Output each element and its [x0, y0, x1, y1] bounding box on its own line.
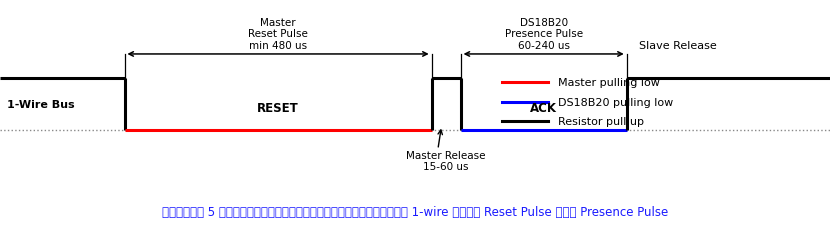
Text: Master Release
15-60 us: Master Release 15-60 us: [407, 150, 486, 172]
Text: RESET: RESET: [257, 102, 299, 115]
Text: DS18B20
Presence Pulse
60-240 us: DS18B20 Presence Pulse 60-240 us: [505, 18, 583, 51]
Text: Master pulling low: Master pulling low: [558, 77, 660, 87]
Text: Slave Release: Slave Release: [639, 40, 717, 51]
Text: DS18B20 pulling low: DS18B20 pulling low: [558, 97, 673, 107]
Text: 1-Wire Bus: 1-Wire Bus: [7, 99, 74, 109]
Text: Resistor pull up: Resistor pull up: [558, 117, 644, 127]
Text: รูปที่ 5 การเริ่มการติดต่อสื่อสารแบบ 1-wire ด้วย Reset Pulse และ Presence Pulse: รูปที่ 5 การเริ่มการติดต่อสื่อสารแบบ 1-w…: [162, 205, 668, 218]
Text: Master
Reset Pulse
min 480 us: Master Reset Pulse min 480 us: [248, 18, 308, 51]
Text: ACK: ACK: [530, 102, 557, 115]
